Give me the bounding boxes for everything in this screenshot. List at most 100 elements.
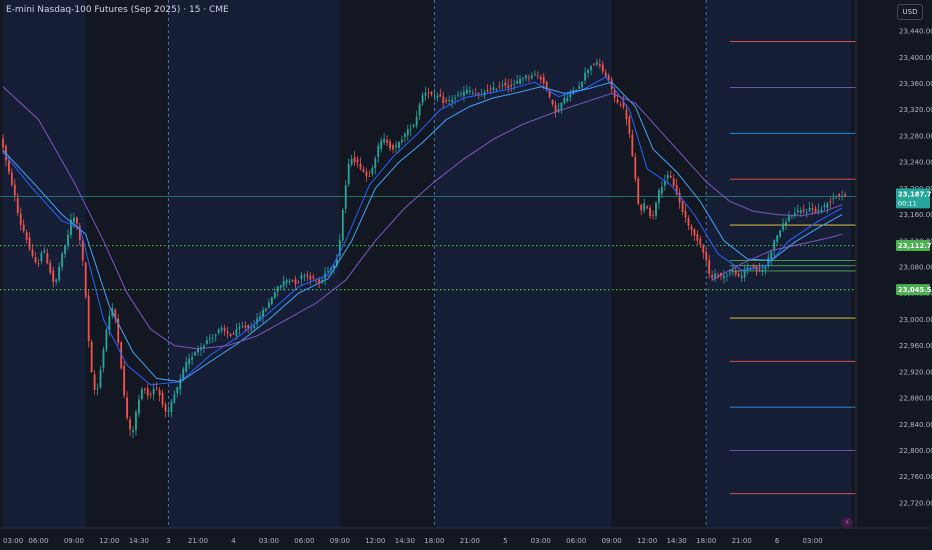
candle-body — [604, 72, 607, 77]
candle-body — [439, 94, 442, 97]
candle-body — [463, 91, 465, 96]
price-tick-label: 23,160.00 — [899, 211, 932, 219]
candle-body — [776, 235, 779, 242]
price-badge — [896, 240, 930, 252]
candle-body — [566, 98, 569, 101]
candle-body — [749, 267, 752, 269]
time-tick-label: 14:30 — [667, 537, 687, 545]
candle-body — [581, 81, 584, 88]
candle-body — [37, 263, 40, 265]
time-tick-label: 09:00 — [64, 537, 84, 545]
price-tick-label: 22,800.00 — [899, 447, 932, 455]
price-badge-label: 23,112.75 — [898, 242, 932, 250]
candle-body — [427, 92, 430, 94]
price-tick-label: 23,360.00 — [899, 80, 932, 88]
price-badge-label: 23,187.75 — [898, 190, 932, 198]
price-tick-label: 23,440.00 — [899, 28, 932, 36]
candle-body — [362, 169, 365, 172]
candle-body — [123, 365, 126, 396]
time-tick-label: 12:00 — [637, 537, 657, 545]
price-tick-label: 22,760.00 — [899, 473, 932, 481]
candle-body — [501, 85, 504, 87]
candle-body — [737, 273, 740, 276]
candle-body — [140, 389, 143, 399]
candle-body — [536, 75, 539, 77]
candle-body — [185, 362, 188, 372]
candle-body — [616, 99, 619, 103]
candle-body — [114, 309, 117, 318]
candle-body — [415, 116, 418, 126]
price-axis-bg — [856, 0, 932, 550]
candle-body — [542, 77, 545, 84]
candle-body — [525, 75, 527, 78]
candle-body — [619, 104, 622, 106]
moving-averages — [2, 76, 843, 386]
price-tick-label: 23,240.00 — [899, 159, 932, 167]
candle-body — [409, 129, 412, 131]
candle-body — [117, 318, 120, 343]
candle-body — [731, 270, 734, 273]
candle-body — [49, 262, 52, 273]
candle-body — [259, 316, 261, 321]
candle-body — [46, 253, 49, 264]
candle-body — [522, 78, 524, 79]
candle-body — [808, 207, 811, 212]
candle-body — [75, 217, 78, 224]
candle-body — [796, 210, 799, 212]
candle-body — [386, 139, 389, 143]
candle-body — [194, 352, 196, 356]
time-tick-label: 06:00 — [566, 537, 586, 545]
candle-body — [711, 275, 714, 278]
candle-body — [637, 178, 640, 204]
candle-body — [347, 163, 350, 185]
candle-body — [161, 392, 164, 405]
candle-body — [646, 206, 649, 208]
candle-body — [132, 430, 134, 432]
candle-body — [610, 79, 613, 89]
candle-body — [625, 109, 628, 120]
candle-body — [539, 76, 542, 80]
candle-body — [268, 302, 270, 308]
lightning-icon[interactable]: ⚡ — [841, 517, 853, 529]
session-shading — [3, 0, 851, 528]
candle-body — [584, 72, 586, 81]
time-tick-label: 21:00 — [188, 537, 208, 545]
time-tick-label: 03:00 — [802, 537, 822, 545]
candle-body — [669, 175, 672, 178]
candle-body — [554, 104, 557, 113]
candle-body — [208, 338, 211, 340]
time-tick-label: 12:00 — [99, 537, 119, 545]
candle-body — [826, 203, 829, 208]
candle-body — [649, 207, 651, 217]
time-tick-label: 3 — [166, 537, 170, 545]
candle-body — [504, 82, 507, 86]
candle-body — [530, 75, 533, 79]
candle-body — [746, 267, 749, 270]
time-tick-label: 18:00 — [424, 537, 444, 545]
candle-body — [666, 175, 669, 179]
time-tick-label: 03:00 — [531, 537, 551, 545]
candle-body — [365, 171, 368, 177]
session-shade — [706, 0, 851, 528]
candle-body — [799, 210, 802, 213]
candle-body — [235, 328, 238, 336]
candle-body — [214, 334, 217, 336]
currency-button[interactable]: USD — [897, 4, 923, 20]
candle-body — [158, 390, 161, 396]
moving-average-line — [2, 86, 843, 350]
candle-body — [613, 89, 616, 98]
candle-body — [705, 251, 708, 260]
candle-body — [256, 318, 259, 324]
price-badges: 23,187.7500:11 23,112.75 23,045.50 — [896, 188, 932, 296]
candle-body — [191, 357, 194, 360]
candle-body — [693, 229, 696, 236]
candle-body — [460, 93, 462, 95]
candle-body — [634, 156, 637, 179]
candle-body — [403, 133, 406, 137]
candle-body — [622, 101, 625, 107]
candle-body — [129, 419, 131, 430]
candle-body — [569, 94, 572, 98]
candle-body — [297, 281, 300, 283]
candle-body — [595, 62, 598, 65]
